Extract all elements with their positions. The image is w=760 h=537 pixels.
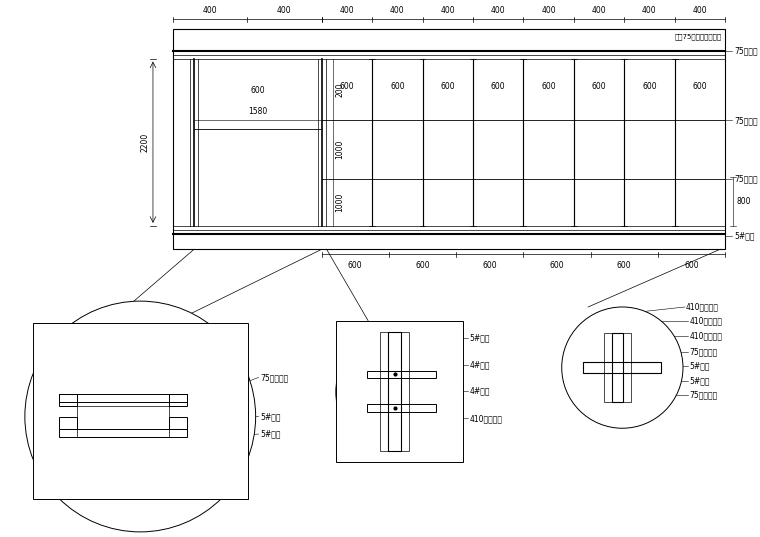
Bar xyxy=(388,332,401,451)
Text: 600: 600 xyxy=(541,82,556,91)
Text: 600: 600 xyxy=(592,82,606,91)
Bar xyxy=(583,362,661,373)
Text: 410膨胀螺丝: 410膨胀螺丝 xyxy=(690,316,723,325)
Text: 1000: 1000 xyxy=(335,193,344,212)
Text: 200: 200 xyxy=(116,490,131,499)
Text: 600: 600 xyxy=(684,261,698,270)
Text: 75轻钢龙骨: 75轻钢龙骨 xyxy=(261,373,289,382)
Text: 1580: 1580 xyxy=(249,106,268,115)
Bar xyxy=(367,404,435,411)
Bar xyxy=(59,429,187,437)
Text: 5#槽钢: 5#槽钢 xyxy=(690,377,711,386)
Text: 400: 400 xyxy=(692,5,707,14)
Text: 800: 800 xyxy=(736,197,752,206)
Text: 5#槽钢: 5#槽钢 xyxy=(261,412,281,421)
Text: 4#角铁: 4#角铁 xyxy=(470,387,490,396)
Circle shape xyxy=(562,307,683,428)
Text: 600: 600 xyxy=(348,261,363,270)
Text: 410膨胀螺丝: 410膨胀螺丝 xyxy=(686,302,719,311)
Text: 75: 75 xyxy=(33,411,43,420)
Bar xyxy=(380,332,388,451)
Bar xyxy=(59,417,77,429)
Text: 400: 400 xyxy=(340,5,354,14)
Text: 400: 400 xyxy=(592,5,606,14)
Bar xyxy=(59,394,77,406)
Bar xyxy=(173,29,725,249)
Bar xyxy=(336,321,463,462)
Text: 75轻钢龙骨: 75轻钢龙骨 xyxy=(690,390,718,400)
Text: 400: 400 xyxy=(390,5,404,14)
Text: 400: 400 xyxy=(491,5,505,14)
Text: 200: 200 xyxy=(335,82,344,97)
Bar xyxy=(367,371,435,379)
Bar xyxy=(77,406,169,437)
Text: 600: 600 xyxy=(692,82,707,91)
Bar xyxy=(401,332,409,451)
Circle shape xyxy=(336,329,463,455)
Text: 75顶龙龙: 75顶龙龙 xyxy=(735,46,758,55)
Text: 5#槽钢: 5#槽钢 xyxy=(470,334,490,343)
Circle shape xyxy=(25,301,255,532)
Text: 400: 400 xyxy=(202,5,217,14)
Text: 4#方管: 4#方管 xyxy=(470,360,490,369)
Text: 600: 600 xyxy=(483,261,497,270)
Text: 600: 600 xyxy=(390,82,404,91)
Text: 35: 35 xyxy=(71,352,81,361)
Text: 600: 600 xyxy=(549,261,564,270)
Text: 600: 600 xyxy=(251,86,265,95)
Bar xyxy=(169,417,187,429)
Bar xyxy=(623,333,631,402)
Text: 5#槽钢: 5#槽钢 xyxy=(261,430,281,439)
Text: 400: 400 xyxy=(642,5,657,14)
Text: 5#槽形: 5#槽形 xyxy=(735,231,755,240)
Text: 75轻龙龙: 75轻龙龙 xyxy=(735,116,758,125)
Text: 1000: 1000 xyxy=(335,140,344,159)
Text: 400: 400 xyxy=(277,5,292,14)
Bar xyxy=(59,394,187,402)
Text: 400: 400 xyxy=(441,5,455,14)
Bar xyxy=(169,394,187,406)
Text: 410膨胀螺丝: 410膨胀螺丝 xyxy=(690,332,723,341)
Text: 2200: 2200 xyxy=(140,133,149,152)
Text: 600: 600 xyxy=(617,261,632,270)
Bar xyxy=(612,333,623,402)
Text: 75轻龙龙: 75轻龙龙 xyxy=(735,175,758,184)
Text: 600: 600 xyxy=(340,82,354,91)
Text: 轻钢75系列铝钛高龙骨: 轻钢75系列铝钛高龙骨 xyxy=(675,34,722,40)
Text: 600: 600 xyxy=(642,82,657,91)
Text: 400: 400 xyxy=(541,5,556,14)
Text: 410膨胀螺栓: 410膨胀螺栓 xyxy=(470,414,503,423)
Text: 600: 600 xyxy=(491,82,505,91)
Text: 75顶天龙骨: 75顶天龙骨 xyxy=(690,347,718,357)
Text: 600: 600 xyxy=(415,261,430,270)
Text: 5#角铁: 5#角铁 xyxy=(690,361,711,370)
Bar xyxy=(603,333,612,402)
Text: 600: 600 xyxy=(441,82,455,91)
Bar xyxy=(33,323,248,499)
